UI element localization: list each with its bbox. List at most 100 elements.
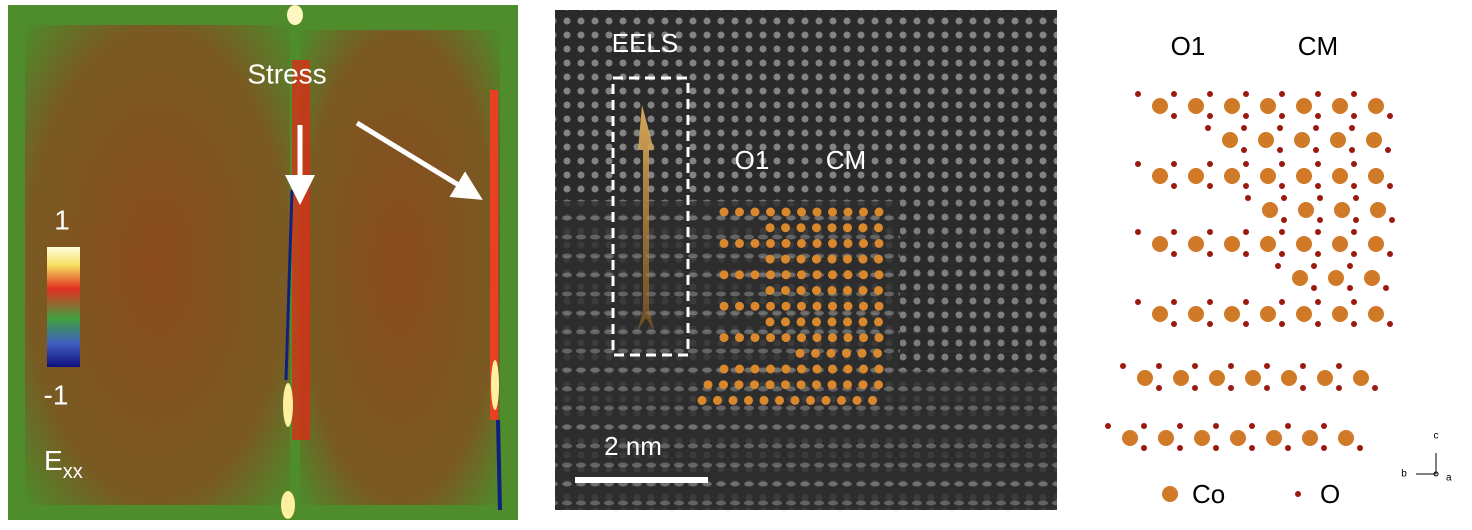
co-atom <box>1260 306 1276 322</box>
o-atom <box>1313 147 1319 153</box>
o-atom <box>1357 445 1363 451</box>
colorbar <box>47 247 80 367</box>
atom <box>843 333 853 343</box>
o-atom <box>1207 183 1213 189</box>
o-atom <box>1120 363 1126 369</box>
axis-label: c <box>1434 431 1439 442</box>
o-atom <box>1285 423 1291 429</box>
co-atom <box>1332 98 1348 114</box>
o-atom <box>1171 91 1177 97</box>
atom <box>827 223 837 233</box>
atom <box>781 364 791 374</box>
atom <box>858 286 868 295</box>
o-atom <box>1243 251 1249 257</box>
atom <box>811 348 820 358</box>
co-atom <box>1152 168 1168 184</box>
co-atom <box>1296 98 1312 114</box>
atom <box>735 333 744 343</box>
o-atom <box>1281 195 1287 201</box>
o-atom <box>1372 385 1378 391</box>
o-atom <box>1277 125 1283 131</box>
o-atom <box>1171 299 1177 305</box>
atom <box>781 301 791 311</box>
axis-label: b <box>1401 469 1407 480</box>
atom-model <box>1105 91 1395 451</box>
co-atom <box>1298 202 1314 218</box>
atom <box>744 395 753 405</box>
atom <box>750 333 760 343</box>
atom <box>874 270 884 280</box>
o-atom <box>1387 113 1393 119</box>
grain-right <box>300 30 500 505</box>
atom <box>781 207 791 217</box>
co-atom <box>1122 430 1138 446</box>
co-atom <box>1296 306 1312 322</box>
atom <box>781 238 791 248</box>
o-atom <box>1351 251 1357 257</box>
o-atom <box>1249 423 1255 429</box>
o-atom <box>1351 91 1357 97</box>
colorbar-max: 1 <box>54 204 70 235</box>
legend-co <box>1162 486 1178 502</box>
atom <box>766 301 775 311</box>
o-atom <box>1207 229 1213 235</box>
co-atom <box>1188 168 1204 184</box>
co-atom <box>1260 168 1276 184</box>
o-atom <box>1311 285 1317 291</box>
o-atom <box>1385 147 1391 153</box>
o-atom <box>1315 113 1321 119</box>
o-atom <box>1279 161 1285 167</box>
atom <box>873 348 882 358</box>
atom <box>796 380 806 390</box>
atom <box>812 364 822 374</box>
o-atom <box>1353 195 1359 201</box>
strain-map: Stress 1 -1 Exx <box>8 5 518 520</box>
co-atom <box>1245 370 1261 386</box>
o-atom <box>1192 385 1198 391</box>
co-atom <box>1222 132 1238 148</box>
o-atom <box>1279 183 1285 189</box>
o-atom <box>1264 363 1270 369</box>
eels-box <box>611 76 690 357</box>
o-atom <box>1243 113 1249 119</box>
atom-overlay <box>697 207 884 405</box>
co-atom <box>1230 430 1246 446</box>
co-atom <box>1262 202 1278 218</box>
o-atom <box>1315 299 1321 305</box>
o-atom <box>1279 91 1285 97</box>
o-atom <box>1336 385 1342 391</box>
phase-label: CM <box>1298 31 1338 61</box>
o-atom <box>1336 363 1342 369</box>
co-atom <box>1302 430 1318 446</box>
boundary-line <box>496 419 502 511</box>
atom <box>874 364 884 374</box>
o-atom <box>1317 217 1323 223</box>
o-atom <box>1275 263 1281 269</box>
o-atom <box>1192 363 1198 369</box>
atom <box>750 380 759 390</box>
o-atom <box>1279 251 1285 257</box>
atom <box>766 364 775 374</box>
co-atom <box>1188 236 1204 252</box>
tem-image: EELS O1 CM 2 nm <box>555 10 1057 510</box>
atom <box>750 364 760 374</box>
atom <box>859 238 868 248</box>
atom <box>796 223 806 233</box>
atom <box>874 380 883 390</box>
atom <box>735 270 744 280</box>
co-atom <box>1332 306 1348 322</box>
atom <box>874 254 883 264</box>
axis <box>1433 471 1439 477</box>
atom <box>797 270 806 280</box>
o-atom <box>1351 113 1357 119</box>
boundary-line <box>284 189 294 381</box>
atom <box>843 364 853 374</box>
atom <box>719 380 728 390</box>
scan-arrow <box>638 105 654 330</box>
o-atom <box>1171 321 1177 327</box>
atom <box>843 207 853 217</box>
atom <box>812 333 822 343</box>
atom <box>765 380 775 390</box>
o-atom <box>1351 161 1357 167</box>
atom <box>735 364 744 374</box>
